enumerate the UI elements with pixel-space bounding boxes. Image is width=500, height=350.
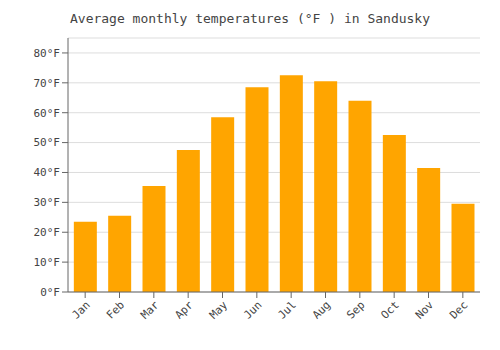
svg-text:70°F: 70°F xyxy=(34,77,61,90)
svg-text:10°F: 10°F xyxy=(34,256,61,269)
svg-text:Mar: Mar xyxy=(138,298,162,322)
html-text:Average monthly temperatures (: Average monthly temperatures (°F ) in Sa… xyxy=(70,11,430,26)
svg-text:20°F: 20°F xyxy=(34,226,61,239)
svg-text:Oct: Oct xyxy=(379,298,402,321)
svg-text:0°F: 0°F xyxy=(40,286,60,299)
svg-text:80°F: 80°F xyxy=(34,47,61,60)
svg-text:Sep: Sep xyxy=(344,298,367,321)
svg-text:Feb: Feb xyxy=(104,298,127,321)
svg-text:Aug: Aug xyxy=(310,298,333,321)
svg-text:Jun: Jun xyxy=(241,298,264,321)
svg-text:Apr: Apr xyxy=(173,298,197,322)
svg-text:Jul: Jul xyxy=(276,298,299,321)
svg-text:May: May xyxy=(207,298,231,322)
svg-text:60°F: 60°F xyxy=(34,107,61,120)
svg-text:Nov: Nov xyxy=(413,298,437,322)
svg-text:50°F: 50°F xyxy=(34,136,61,149)
svg-text:Jan: Jan xyxy=(70,298,93,321)
svg-text:Dec: Dec xyxy=(447,298,470,321)
svg-text:30°F: 30°F xyxy=(34,196,61,209)
svg-text:40°F: 40°F xyxy=(34,166,61,179)
